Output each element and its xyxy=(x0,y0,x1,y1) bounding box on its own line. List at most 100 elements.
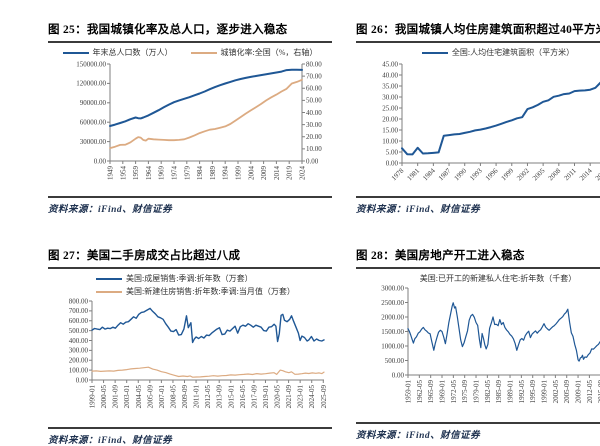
right-tick-label: 70.00 xyxy=(306,72,322,80)
x-tick-label: 1985-09 xyxy=(495,380,503,404)
x-tick-label: 2005 xyxy=(531,166,547,182)
y-tick-label: 15.00 xyxy=(382,126,398,134)
x-tick-label: 1993 xyxy=(468,166,484,182)
figure-27-legend: 美国:成屋销售:季调:折年数（万套） 美国:新建住房销售:折年数:季调:当月值（… xyxy=(48,273,332,298)
legend-item: 美国:已开工的新建私人住宅:折年数（千套） xyxy=(420,273,576,285)
y-tick-label: 30.00 xyxy=(382,93,398,101)
x-tick-label: 2024 xyxy=(299,166,307,181)
legend-label: 美国:新建住房销售:折年数:季调:当月值（万套） xyxy=(126,287,295,296)
x-tick-label: 1949 xyxy=(107,166,115,181)
x-tick-label: 1989-01 xyxy=(507,380,515,404)
fig26-plot: 0.00 5.00 10.00 15.00 20.00 25.00 30.00 35.00 40… xyxy=(382,60,600,182)
x-tick-label: 1978 xyxy=(390,166,406,182)
figure-27-chart-canvas: 0.00 100.00 200.00 300.00 400.00 500.00 600.00… xyxy=(48,297,332,423)
legend-line-swatch xyxy=(96,278,122,280)
y-tick-label: 120000.00 xyxy=(76,80,106,88)
figure-27-title: 图 27：美国二手房成交占比超过八成 xyxy=(48,248,332,264)
figure-26: 图 26：我国城镇人均住房建筑面积超过40平方米 全国:人均住宅建筑面积（平方米… xyxy=(356,22,600,215)
y-tick-label: 0.00 xyxy=(392,371,405,379)
y-tick-label: 0.00 xyxy=(386,159,399,167)
right-tick-label: 80.00 xyxy=(306,60,322,68)
figure-28-source: 资料来源：iFind、财信证券 xyxy=(356,422,600,441)
legend-label: 全国:人均住宅建筑面积（平方米） xyxy=(451,48,575,57)
legend-label: 美国:成屋销售:季调:折年数（万套） xyxy=(126,274,253,283)
right-tick-label: 40.00 xyxy=(306,109,322,117)
x-tick-label: 1995-09 xyxy=(529,380,537,404)
x-tick-label: 1999 xyxy=(500,166,516,182)
title-underline xyxy=(48,267,332,269)
fig25-plot: 0.00 30000.00 60000.00 90000.00 120000.00 150… xyxy=(76,60,322,181)
x-tick-label: 1992-05 xyxy=(518,380,526,404)
y-tick-label: 25.00 xyxy=(382,104,398,112)
title-underline xyxy=(48,41,332,43)
y-tick-label: 300.00 xyxy=(69,347,89,355)
x-tick-label: 2011 xyxy=(563,166,579,182)
figure-28-label: 图 28： xyxy=(356,250,395,262)
figure-26-source: 资料来源：iFind、财信证券 xyxy=(356,196,600,215)
x-tick-label: 1964 xyxy=(145,166,153,181)
x-tick-label: 2021-09 xyxy=(285,385,293,409)
fig28-plot: 0.00 500.00 1000.00 1500.00 2000.00 2500.00 30… xyxy=(381,284,600,404)
x-tick-label: 2013-09 xyxy=(216,385,224,409)
x-tick-label: 1965-09 xyxy=(427,380,435,404)
figure-25-title-text: 我国城镇化率及总人口，逐步进入稳态 xyxy=(86,24,288,36)
x-tick-label: 1974 xyxy=(171,166,179,181)
x-tick-label: 2014 xyxy=(273,166,281,181)
figure-27-source: 资料来源：iFind、财信证券 xyxy=(48,427,332,446)
x-tick-label: 2009-09 xyxy=(181,385,189,409)
figure-27-title-text: 美国二手房成交占比超过八成 xyxy=(86,250,241,262)
right-tick-label: 0.00 xyxy=(306,157,319,165)
x-tick-label: 2000-05 xyxy=(100,385,108,409)
x-tick-label: 2012-05 xyxy=(204,385,212,409)
x-tick-label: 2019 xyxy=(286,166,294,181)
figure-25-source: 资料来源：iFind、财信证券 xyxy=(48,196,332,215)
x-tick-label: 2023-01 xyxy=(297,385,305,409)
legend-label: 城镇化率:全国（%，右轴） xyxy=(220,48,318,57)
x-tick-label: 2007-01 xyxy=(158,385,166,409)
x-tick-label: 1959 xyxy=(132,166,140,181)
x-tick-label: 2025-09 xyxy=(320,385,328,409)
figure-28: 图 28：美国房地产开工进入稳态 美国:已开工的新建私人住宅:折年数（千套） 0… xyxy=(356,248,600,441)
legend-line-swatch xyxy=(190,52,217,54)
x-tick-label: 1999 xyxy=(235,166,243,181)
x-tick-label: 2005-09 xyxy=(146,385,154,409)
x-tick-label: 2015-01 xyxy=(227,385,235,409)
x-tick-label: 2008-05 xyxy=(169,385,177,409)
legend-label: 美国:已开工的新建私人住宅:折年数（千套） xyxy=(419,274,577,283)
figure-26-legend: 全国:人均住宅建筑面积（平方米） xyxy=(356,47,600,59)
legend-line-swatch xyxy=(62,52,89,54)
x-tick-label: 2009-01 xyxy=(575,380,583,404)
y-tick-label: 30000.00 xyxy=(80,138,107,146)
x-tick-label: 1979-01 xyxy=(473,380,481,404)
y-tick-label: 500.00 xyxy=(69,327,89,335)
series-line xyxy=(91,307,325,344)
legend-item: 年末总人口数（万人） xyxy=(62,47,173,59)
legend-item: 美国:新建住房销售:折年数:季调:当月值（万套） xyxy=(96,286,295,298)
y-tick-label: 5.00 xyxy=(386,148,399,156)
x-tick-label: 2019-01 xyxy=(262,385,270,409)
figure-27: 图 27：美国二手房成交占比超过八成 美国:成屋销售:季调:折年数（万套） 美国… xyxy=(48,248,332,446)
x-tick-label: 1969 xyxy=(158,166,166,181)
figure-25: 图 25：我国城镇化率及总人口，逐步进入稳态 年末总人口数（万人） 城镇化率:全… xyxy=(48,22,332,215)
y-tick-label: 0.00 xyxy=(94,157,107,165)
x-tick-label: 2017-09 xyxy=(250,385,258,409)
y-tick-label: 800.00 xyxy=(69,298,89,305)
y-tick-label: 20.00 xyxy=(382,115,398,123)
x-tick-label: 2024-05 xyxy=(308,385,316,409)
x-tick-label: 1989 xyxy=(209,166,217,181)
x-tick-label: 1990 xyxy=(453,166,469,182)
x-tick-label: 1972-05 xyxy=(450,380,458,404)
y-tick-label: 35.00 xyxy=(382,82,398,90)
x-tick-label: 1987 xyxy=(437,166,453,182)
x-tick-label: 2015-09 xyxy=(597,380,600,404)
figure-28-chart-canvas: 0.00 500.00 1000.00 1500.00 2000.00 2500.00 30… xyxy=(356,284,600,418)
figure-26-chart-canvas: 0.00 5.00 10.00 15.00 20.00 25.00 30.00 35.00 40… xyxy=(356,59,600,192)
y-tick-label: 600.00 xyxy=(69,317,89,325)
x-tick-label: 2005-09 xyxy=(563,380,571,404)
right-tick-label: 30.00 xyxy=(306,121,322,129)
figure-25-legend: 年末总人口数（万人） 城镇化率:全国（%，右轴） xyxy=(48,47,332,59)
right-tick-label: 60.00 xyxy=(306,85,322,93)
series-line xyxy=(407,302,600,362)
legend-line-swatch xyxy=(96,291,122,293)
